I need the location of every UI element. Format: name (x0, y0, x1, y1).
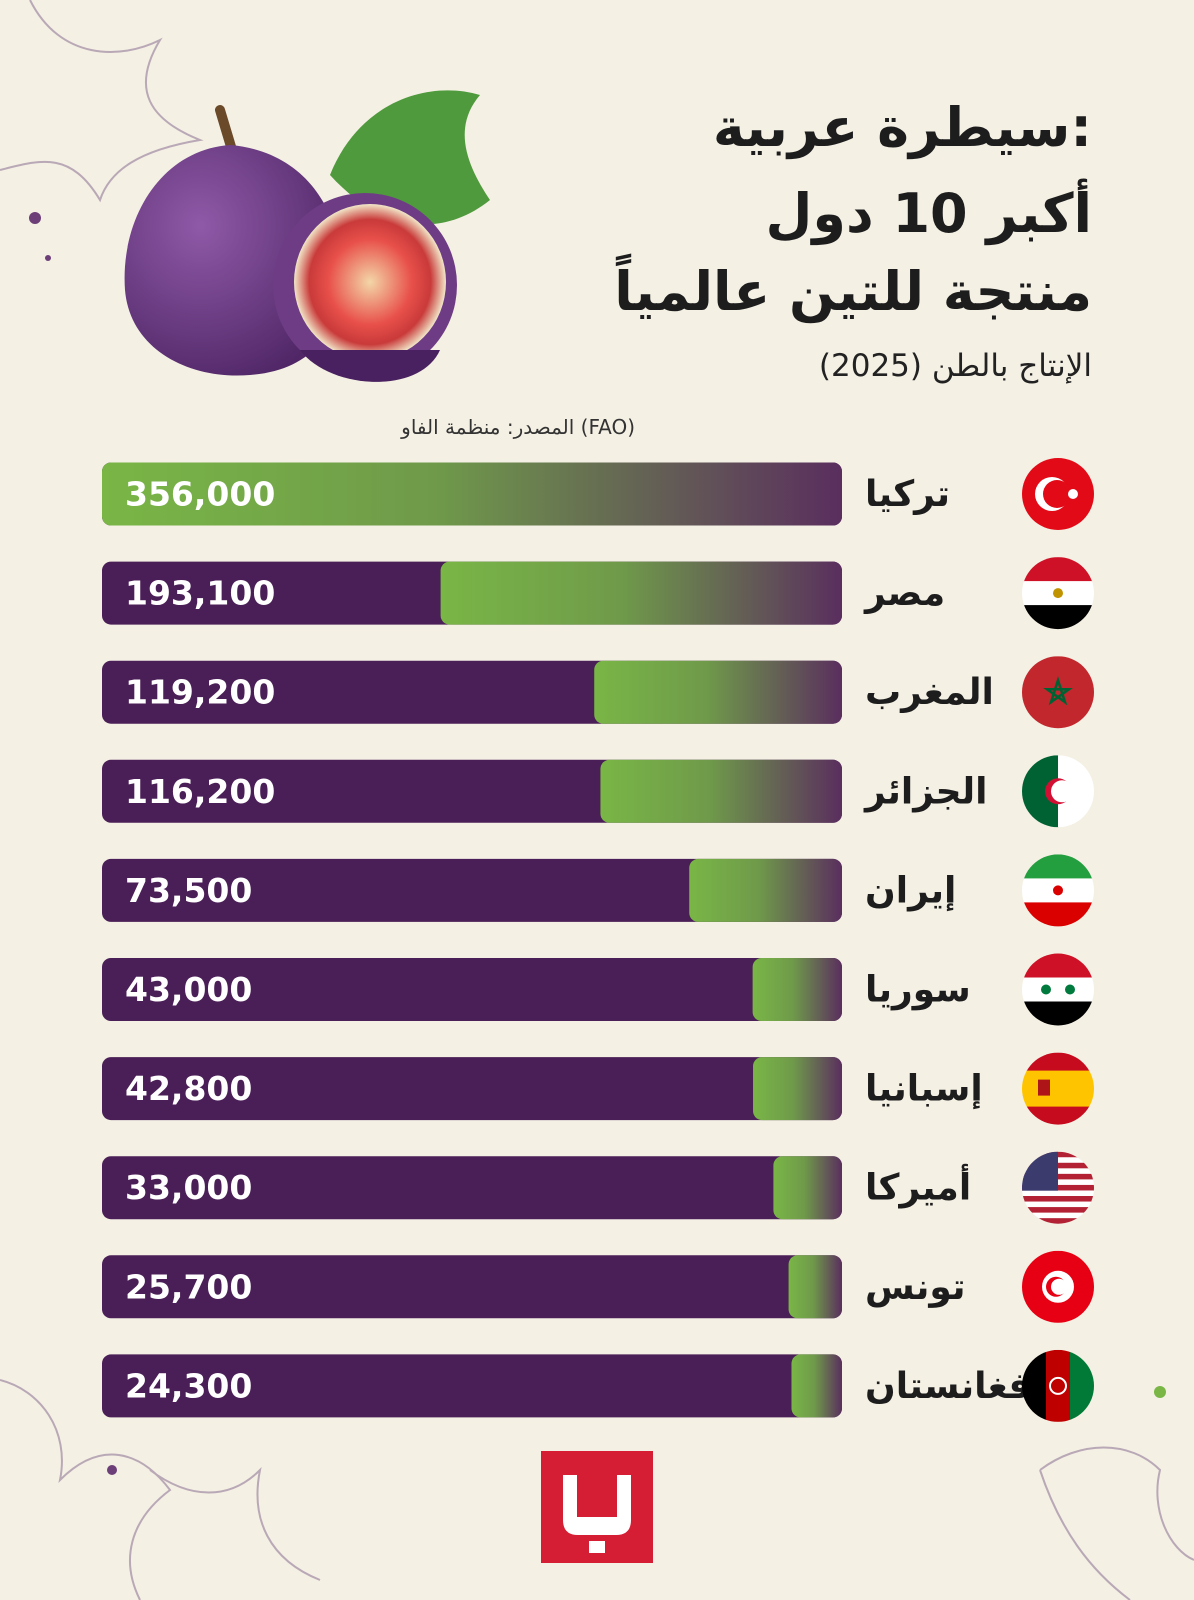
flag-part (1022, 953, 1094, 978)
bars: 356,000 تركيا 193,100 مصر 119,200 المغرب 116,2… (102, 458, 1094, 1422)
bar-track (102, 1156, 842, 1220)
flag (1022, 755, 1094, 828)
bar (788, 1255, 842, 1319)
flag-part (1022, 1151, 1058, 1191)
category-label: تونس (865, 1267, 966, 1308)
flag-part (1043, 480, 1071, 508)
value-label: 193,100 (125, 574, 275, 613)
flag-part (1022, 1196, 1094, 1203)
flag (1022, 1151, 1094, 1224)
subtitle: الإنتاج بالطن (2025) (819, 348, 1092, 384)
value-label: 116,200 (125, 772, 275, 811)
flag-part (1022, 1001, 1094, 1026)
flag-part (1041, 984, 1051, 995)
flag-part (1053, 885, 1063, 896)
flag-part (1022, 1201, 1094, 1208)
bar-track (102, 1255, 842, 1319)
flag (1022, 656, 1094, 729)
flag-part (1053, 588, 1063, 599)
flag-part (1022, 854, 1094, 879)
flag-part (1022, 977, 1094, 1002)
value-label: 73,500 (125, 871, 252, 910)
title-line: منتجة للتين عالمياً (614, 253, 1092, 323)
flag-part (1049, 1376, 1067, 1395)
bar (752, 958, 842, 1021)
bar-track (102, 858, 842, 922)
bar (102, 462, 842, 526)
flag-part (1022, 1212, 1094, 1219)
flag-part (1022, 605, 1094, 630)
bar (689, 858, 842, 922)
source: المصدر: منظمة الفاو (FAO) (400, 415, 635, 439)
category-label: مصر (863, 573, 945, 614)
flag (1022, 854, 1094, 927)
value-label: 42,800 (125, 1069, 252, 1108)
flag-part (1070, 1349, 1094, 1422)
category-label: المغرب (865, 672, 994, 713)
flag-part (1022, 902, 1094, 927)
flag-part (1043, 676, 1073, 706)
flag (1022, 1349, 1094, 1422)
value-label: 119,200 (125, 673, 275, 712)
bar (440, 561, 842, 625)
bar (791, 1354, 842, 1418)
flag (1022, 557, 1094, 630)
flag-part (1022, 1106, 1094, 1125)
category-label: سوريا (865, 970, 971, 1011)
flag-part (1051, 1278, 1067, 1295)
flag-part (1022, 1070, 1094, 1108)
bar (753, 1057, 842, 1121)
flag-part (1022, 1349, 1047, 1422)
logo (541, 1451, 653, 1563)
fig-illustration (124, 90, 490, 382)
category-label: إسبانيا (865, 1069, 983, 1110)
category-label: الجزائر (863, 771, 987, 812)
value-label: 33,000 (125, 1168, 252, 1207)
bar (773, 1156, 842, 1220)
title-line: أكبر 10 دول (766, 178, 1092, 245)
bar-track (102, 1057, 842, 1121)
bar (600, 759, 842, 823)
flag-part (1068, 489, 1078, 499)
value-label: 24,300 (125, 1366, 252, 1405)
flag-part (1065, 984, 1075, 995)
category-label: تركيا (865, 474, 950, 515)
value-label: 356,000 (125, 475, 275, 514)
flag (1022, 953, 1094, 1026)
title-line: سيطرة عربية: (713, 96, 1092, 159)
flag (1022, 1052, 1094, 1125)
category-label: أفغانستان (865, 1362, 1044, 1407)
flag-part (1051, 780, 1073, 803)
flag-part (1022, 656, 1094, 729)
bar (594, 660, 842, 724)
flag-part (1022, 1052, 1094, 1072)
flag (1022, 458, 1094, 530)
value-label: 43,000 (125, 970, 252, 1009)
flag-part (1022, 1190, 1094, 1197)
flag-part (1022, 1207, 1094, 1214)
flag-part (1022, 557, 1094, 582)
category-label: إيران (865, 870, 956, 911)
flag-part (1022, 1218, 1094, 1224)
bar-track (102, 1354, 842, 1418)
category-label: أميركا (865, 1164, 971, 1209)
flag-part (1038, 1079, 1050, 1096)
value-label: 25,700 (125, 1267, 252, 1306)
bar-track (102, 958, 842, 1021)
flag (1022, 1250, 1094, 1323)
